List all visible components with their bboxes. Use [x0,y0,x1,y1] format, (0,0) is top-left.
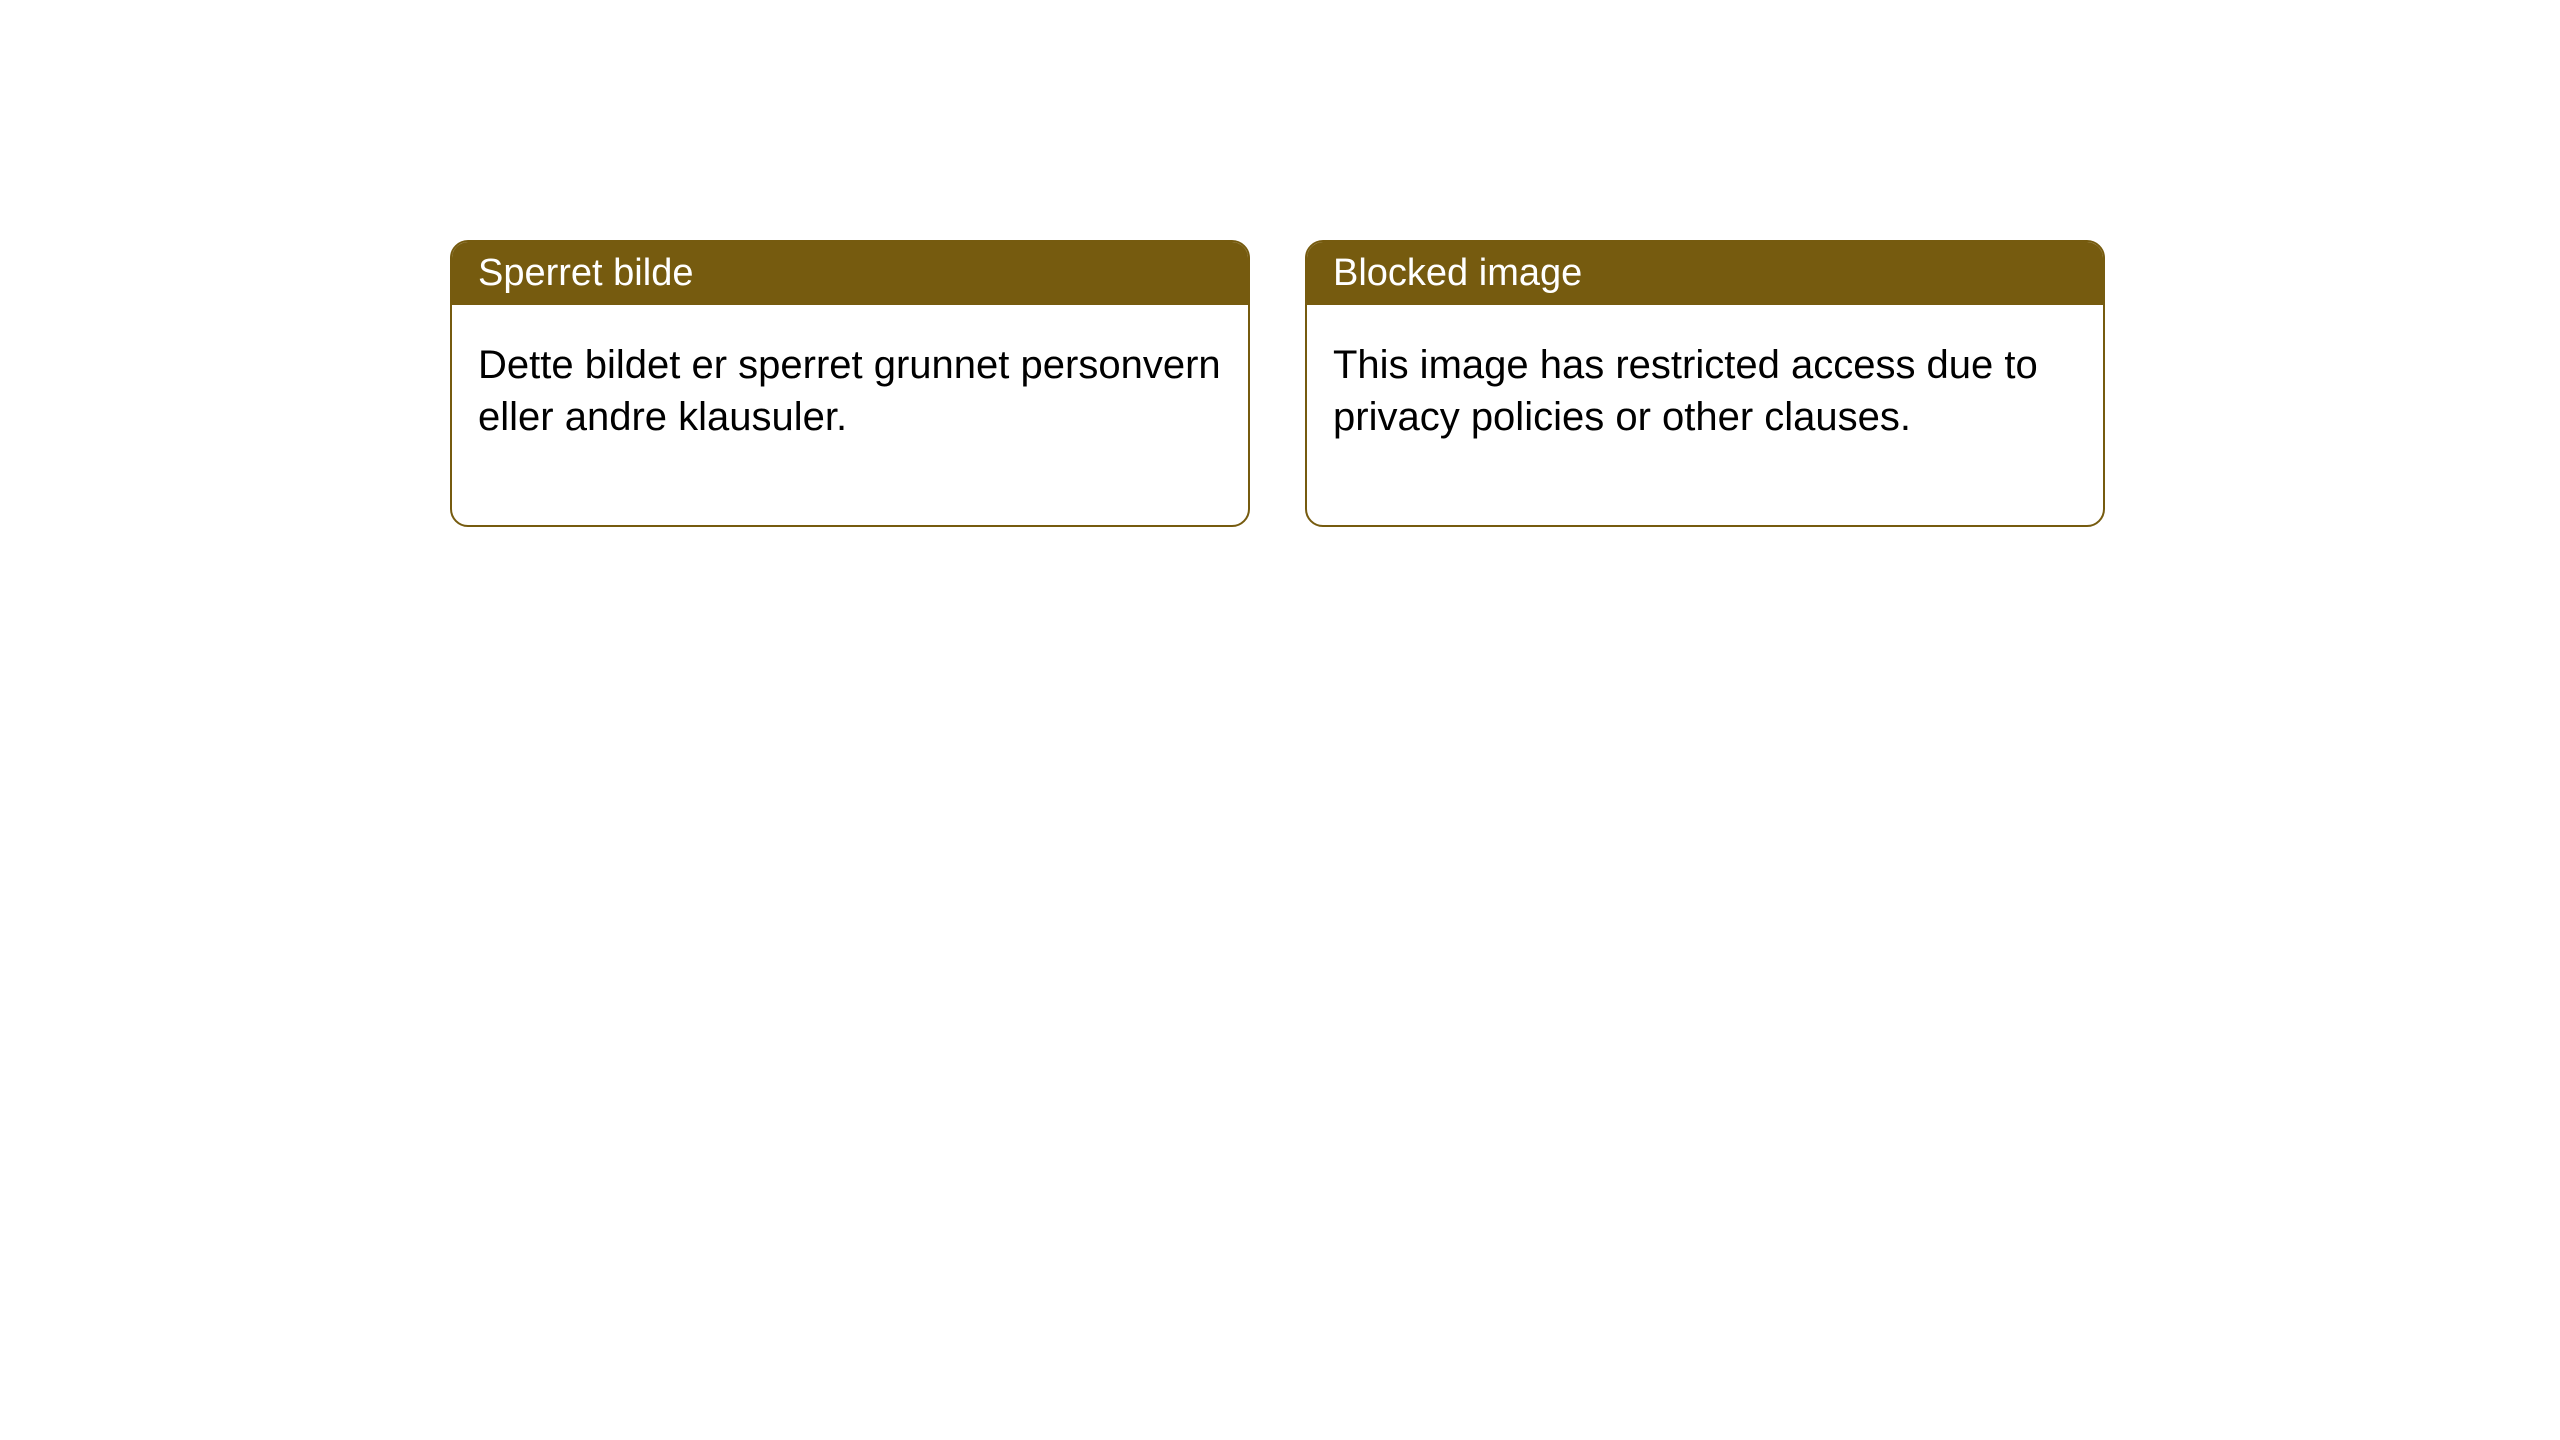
notice-message-norwegian: Dette bildet er sperret grunnet personve… [452,305,1248,525]
notices-container: Sperret bilde Dette bildet er sperret gr… [450,240,2105,527]
notice-title-english: Blocked image [1307,242,2103,305]
notice-card-english: Blocked image This image has restricted … [1305,240,2105,527]
notice-message-english: This image has restricted access due to … [1307,305,2103,525]
notice-title-norwegian: Sperret bilde [452,242,1248,305]
notice-card-norwegian: Sperret bilde Dette bildet er sperret gr… [450,240,1250,527]
